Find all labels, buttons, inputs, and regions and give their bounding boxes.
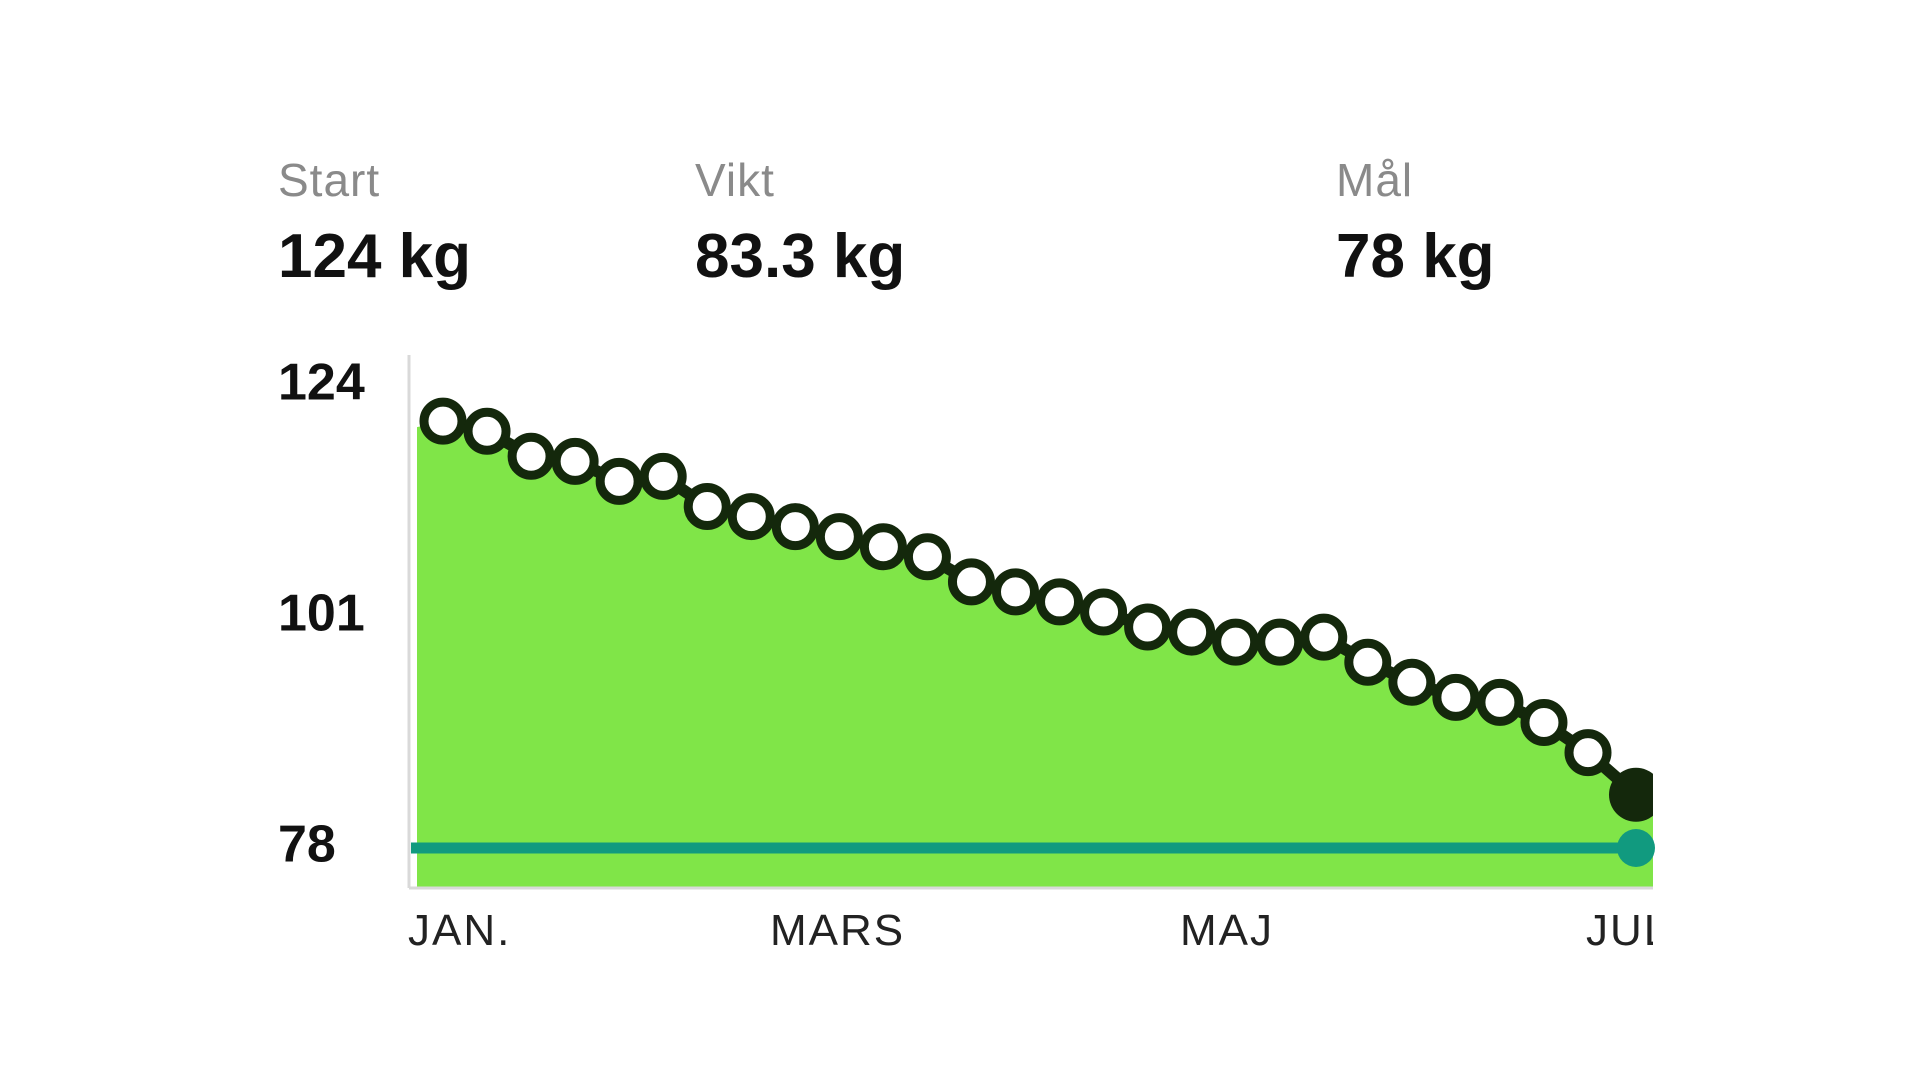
- weight-point: [507, 432, 555, 480]
- weight-point: [419, 397, 467, 445]
- weight-point: [1520, 698, 1568, 746]
- x-tick-label: MARS: [770, 906, 905, 955]
- weight-point: [947, 558, 995, 606]
- start-label: Start: [278, 154, 381, 206]
- weight-point: [1212, 618, 1260, 666]
- weight-point: [595, 457, 643, 505]
- weight-point: [639, 452, 687, 500]
- y-tick-label: 78: [278, 816, 336, 874]
- weight-point: [1388, 658, 1436, 706]
- weight-point: [815, 513, 863, 561]
- weight-point: [1476, 678, 1524, 726]
- weight-point: [1564, 729, 1612, 777]
- weight-point: [683, 483, 731, 531]
- weight-point: [903, 533, 951, 581]
- start-value: 124 kg: [278, 222, 472, 291]
- goal-stat: Mål 78 kg: [1336, 150, 1495, 292]
- weight-point: [859, 523, 907, 571]
- weight-area: [417, 421, 1653, 888]
- weight-point: [1168, 608, 1216, 656]
- y-tick-label: 101: [278, 585, 365, 643]
- y-tick-label: 124: [278, 354, 365, 412]
- weight-point: [1432, 673, 1480, 721]
- weight-point: [1080, 588, 1128, 636]
- weight-point: [727, 493, 775, 541]
- x-tick-label: JUL: [1586, 906, 1670, 955]
- weight-point: [771, 503, 819, 551]
- goal-value: 78 kg: [1336, 222, 1495, 291]
- start-stat: Start 124 kg: [278, 150, 471, 292]
- weight-point: [1300, 613, 1348, 661]
- x-tick-label: JAN.: [408, 906, 511, 955]
- weight-point: [1256, 618, 1304, 666]
- weight-stat: Vikt 83.3 kg: [695, 150, 905, 292]
- weight-point: [1124, 603, 1172, 651]
- goal-label: Mål: [1336, 154, 1414, 206]
- weight-point: [1036, 578, 1084, 626]
- weight-point: [992, 568, 1039, 616]
- weight-value: 83.3 kg: [695, 222, 906, 291]
- weight-point: [1344, 638, 1392, 686]
- current-weight-point: [1609, 767, 1653, 822]
- goal-marker: [1617, 829, 1655, 867]
- x-tick-label: MAJ: [1180, 906, 1274, 955]
- weight-point: [463, 407, 511, 455]
- weight-point: [551, 437, 599, 485]
- weight-label: Vikt: [695, 154, 775, 206]
